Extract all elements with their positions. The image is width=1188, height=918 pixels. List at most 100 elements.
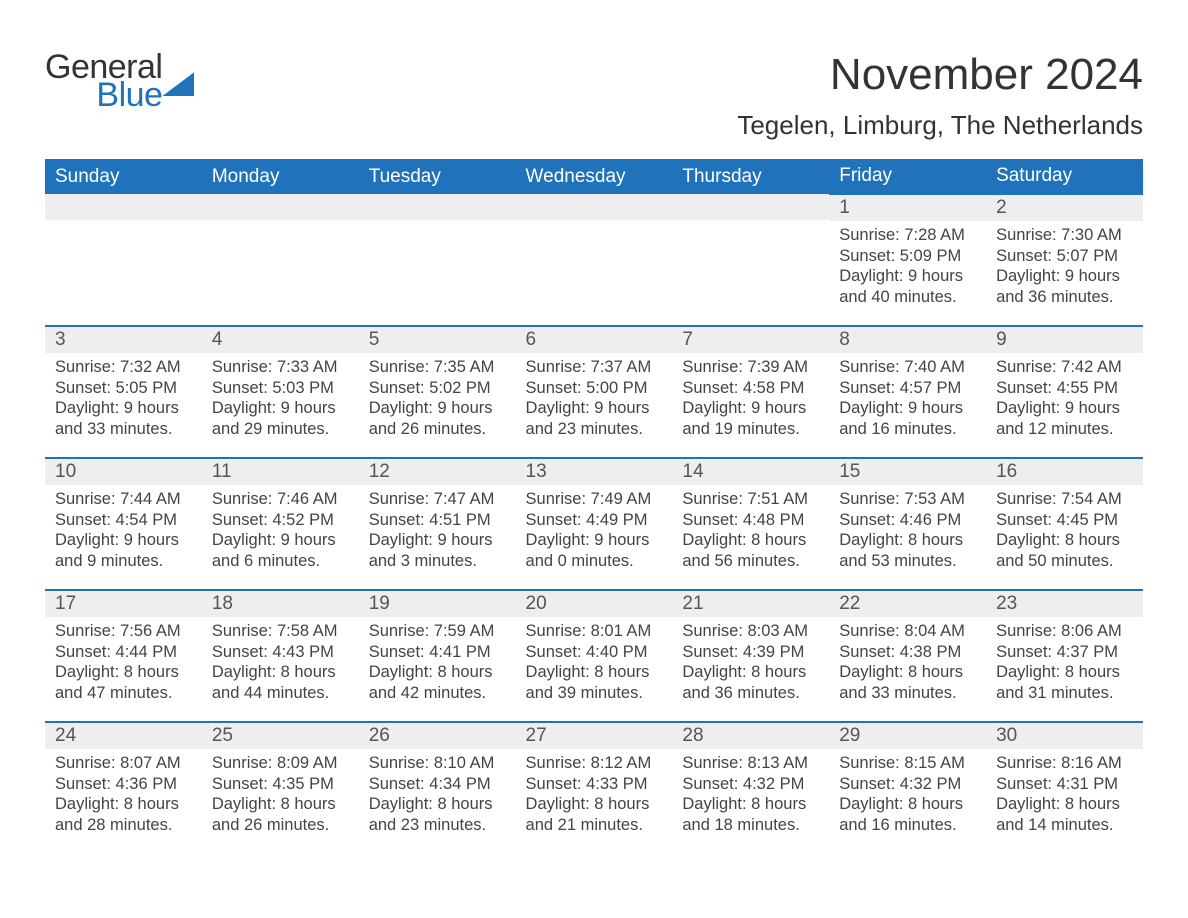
sunrise-line: Sunrise: 7:54 AM: [996, 489, 1133, 510]
day-number: 2: [986, 195, 1143, 221]
sunset-line: Sunset: 4:31 PM: [996, 774, 1133, 795]
calendar-body: 1Sunrise: 7:28 AMSunset: 5:09 PMDaylight…: [45, 194, 1143, 854]
empty-cell: [359, 194, 516, 326]
week-row: 24Sunrise: 8:07 AMSunset: 4:36 PMDayligh…: [45, 722, 1143, 854]
day-cell: 27Sunrise: 8:12 AMSunset: 4:33 PMDayligh…: [516, 722, 673, 854]
week-row: 3Sunrise: 7:32 AMSunset: 5:05 PMDaylight…: [45, 326, 1143, 458]
daylight-line2: and 40 minutes.: [839, 287, 976, 308]
day-details: Sunrise: 7:28 AMSunset: 5:09 PMDaylight:…: [829, 221, 986, 308]
day-details: Sunrise: 7:42 AMSunset: 4:55 PMDaylight:…: [986, 353, 1143, 440]
sunrise-line: Sunrise: 8:13 AM: [682, 753, 819, 774]
logo-triangle-icon: [162, 72, 194, 96]
sunrise-line: Sunrise: 7:40 AM: [839, 357, 976, 378]
day-number: 7: [672, 327, 829, 353]
daylight-line2: and 16 minutes.: [839, 815, 976, 836]
header: General Blue November 2024 Tegelen, Limb…: [45, 50, 1143, 141]
sunrise-line: Sunrise: 7:53 AM: [839, 489, 976, 510]
day-cell: 7Sunrise: 7:39 AMSunset: 4:58 PMDaylight…: [672, 326, 829, 458]
daylight-line1: Daylight: 8 hours: [55, 794, 192, 815]
sunrise-line: Sunrise: 8:09 AM: [212, 753, 349, 774]
day-cell: 21Sunrise: 8:03 AMSunset: 4:39 PMDayligh…: [672, 590, 829, 722]
daylight-line2: and 3 minutes.: [369, 551, 506, 572]
day-details: Sunrise: 8:16 AMSunset: 4:31 PMDaylight:…: [986, 749, 1143, 836]
daylight-line2: and 16 minutes.: [839, 419, 976, 440]
day-number: 14: [672, 459, 829, 485]
day-details: Sunrise: 7:30 AMSunset: 5:07 PMDaylight:…: [986, 221, 1143, 308]
sunset-line: Sunset: 4:35 PM: [212, 774, 349, 795]
daylight-line1: Daylight: 9 hours: [682, 398, 819, 419]
day-cell: 19Sunrise: 7:59 AMSunset: 4:41 PMDayligh…: [359, 590, 516, 722]
empty-daynum: [516, 194, 673, 220]
daylight-line2: and 29 minutes.: [212, 419, 349, 440]
daylight-line1: Daylight: 8 hours: [682, 794, 819, 815]
sunset-line: Sunset: 5:03 PM: [212, 378, 349, 399]
daylight-line2: and 19 minutes.: [682, 419, 819, 440]
day-details: Sunrise: 8:04 AMSunset: 4:38 PMDaylight:…: [829, 617, 986, 704]
sunrise-line: Sunrise: 7:46 AM: [212, 489, 349, 510]
day-cell: 13Sunrise: 7:49 AMSunset: 4:49 PMDayligh…: [516, 458, 673, 590]
daylight-line2: and 21 minutes.: [526, 815, 663, 836]
sunrise-line: Sunrise: 8:12 AM: [526, 753, 663, 774]
sunset-line: Sunset: 4:32 PM: [682, 774, 819, 795]
daylight-line1: Daylight: 8 hours: [55, 662, 192, 683]
day-number: 28: [672, 723, 829, 749]
day-number: 25: [202, 723, 359, 749]
sunrise-line: Sunrise: 8:16 AM: [996, 753, 1133, 774]
empty-daynum: [202, 194, 359, 220]
day-cell: 10Sunrise: 7:44 AMSunset: 4:54 PMDayligh…: [45, 458, 202, 590]
sunset-line: Sunset: 4:38 PM: [839, 642, 976, 663]
daylight-line1: Daylight: 8 hours: [526, 794, 663, 815]
sunset-line: Sunset: 4:37 PM: [996, 642, 1133, 663]
daylight-line1: Daylight: 9 hours: [212, 530, 349, 551]
daylight-line1: Daylight: 9 hours: [369, 398, 506, 419]
weekday-header: Monday: [202, 159, 359, 194]
weekday-header: Thursday: [672, 159, 829, 194]
day-cell: 26Sunrise: 8:10 AMSunset: 4:34 PMDayligh…: [359, 722, 516, 854]
day-cell: 4Sunrise: 7:33 AMSunset: 5:03 PMDaylight…: [202, 326, 359, 458]
day-details: Sunrise: 7:37 AMSunset: 5:00 PMDaylight:…: [516, 353, 673, 440]
daylight-line1: Daylight: 8 hours: [212, 794, 349, 815]
day-details: Sunrise: 7:54 AMSunset: 4:45 PMDaylight:…: [986, 485, 1143, 572]
sunset-line: Sunset: 4:34 PM: [369, 774, 506, 795]
weekday-header: Sunday: [45, 159, 202, 194]
daylight-line1: Daylight: 9 hours: [526, 398, 663, 419]
day-number: 15: [829, 459, 986, 485]
daylight-line2: and 6 minutes.: [212, 551, 349, 572]
calendar-head: SundayMondayTuesdayWednesdayThursdayFrid…: [45, 159, 1143, 194]
sunset-line: Sunset: 4:58 PM: [682, 378, 819, 399]
sunset-line: Sunset: 4:55 PM: [996, 378, 1133, 399]
day-cell: 2Sunrise: 7:30 AMSunset: 5:07 PMDaylight…: [986, 194, 1143, 326]
sunrise-line: Sunrise: 7:51 AM: [682, 489, 819, 510]
sunrise-line: Sunrise: 8:03 AM: [682, 621, 819, 642]
daylight-line2: and 36 minutes.: [682, 683, 819, 704]
daylight-line2: and 44 minutes.: [212, 683, 349, 704]
day-details: Sunrise: 7:51 AMSunset: 4:48 PMDaylight:…: [672, 485, 829, 572]
empty-cell: [672, 194, 829, 326]
sunrise-line: Sunrise: 7:33 AM: [212, 357, 349, 378]
daylight-line1: Daylight: 9 hours: [839, 266, 976, 287]
empty-daynum: [45, 194, 202, 220]
sunset-line: Sunset: 4:48 PM: [682, 510, 819, 531]
sunset-line: Sunset: 4:51 PM: [369, 510, 506, 531]
day-details: Sunrise: 7:56 AMSunset: 4:44 PMDaylight:…: [45, 617, 202, 704]
daylight-line1: Daylight: 9 hours: [996, 266, 1133, 287]
day-number: 10: [45, 459, 202, 485]
sunset-line: Sunset: 4:41 PM: [369, 642, 506, 663]
sunset-line: Sunset: 5:00 PM: [526, 378, 663, 399]
day-cell: 11Sunrise: 7:46 AMSunset: 4:52 PMDayligh…: [202, 458, 359, 590]
sunset-line: Sunset: 4:40 PM: [526, 642, 663, 663]
daylight-line2: and 33 minutes.: [839, 683, 976, 704]
day-details: Sunrise: 8:06 AMSunset: 4:37 PMDaylight:…: [986, 617, 1143, 704]
logo: General Blue: [45, 50, 194, 112]
daylight-line1: Daylight: 9 hours: [55, 398, 192, 419]
sunset-line: Sunset: 5:09 PM: [839, 246, 976, 267]
sunrise-line: Sunrise: 7:28 AM: [839, 225, 976, 246]
sunset-line: Sunset: 4:39 PM: [682, 642, 819, 663]
day-number: 11: [202, 459, 359, 485]
day-details: Sunrise: 8:15 AMSunset: 4:32 PMDaylight:…: [829, 749, 986, 836]
daylight-line1: Daylight: 8 hours: [839, 794, 976, 815]
sunset-line: Sunset: 4:43 PM: [212, 642, 349, 663]
sunrise-line: Sunrise: 7:59 AM: [369, 621, 506, 642]
title-block: November 2024 Tegelen, Limburg, The Neth…: [737, 50, 1143, 141]
daylight-line1: Daylight: 8 hours: [839, 530, 976, 551]
